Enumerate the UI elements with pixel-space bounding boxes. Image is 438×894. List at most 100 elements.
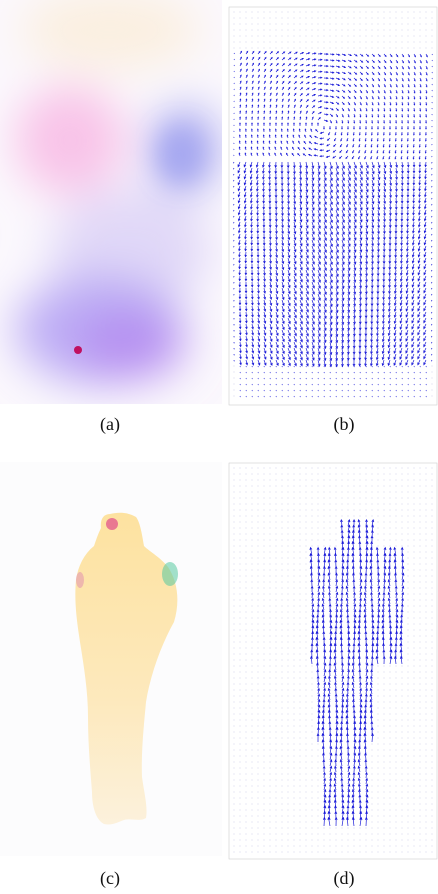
quiver-arrow <box>365 239 369 247</box>
quiver-dot <box>329 827 331 829</box>
quiver-dot <box>251 593 253 595</box>
quiver-arrow <box>371 227 375 235</box>
quiver-arrow <box>359 257 363 265</box>
quiver-arrow <box>281 257 285 265</box>
quiver-arrow <box>371 221 375 229</box>
quiver-arrow <box>287 305 291 313</box>
quiver-dot <box>311 761 313 763</box>
quiver-arrow <box>357 771 361 779</box>
quiver-dot <box>383 665 385 667</box>
quiver-arrow <box>316 619 319 629</box>
quiver-dot <box>287 791 289 793</box>
quiver-dot <box>293 851 295 853</box>
quiver-dot <box>413 725 415 727</box>
quiver-dot <box>251 821 253 823</box>
quiver-dot <box>389 485 391 487</box>
quiver-dot <box>383 749 385 751</box>
quiver-dot <box>311 725 313 727</box>
quiver-dot <box>281 479 283 481</box>
quiver-dot <box>305 701 307 703</box>
quiver-dot <box>299 545 301 547</box>
quiver-dot <box>281 743 283 745</box>
quiver-arrow <box>257 329 261 336</box>
quiver-dot <box>287 11 289 13</box>
quiver-arrow <box>335 113 339 118</box>
quiver-arrow <box>395 101 398 106</box>
quiver-dot <box>407 677 409 679</box>
quiver-arrow <box>377 608 381 617</box>
quiver-arrow <box>274 173 278 181</box>
quiver-arrow <box>417 353 421 360</box>
quiver-arrow <box>347 251 351 259</box>
quiver-arrow <box>238 245 241 252</box>
quiver-arrow <box>358 305 362 313</box>
quiver-dot <box>233 11 235 13</box>
quiver-dot <box>395 827 397 829</box>
quiver-dot <box>371 797 373 799</box>
quiver-arrow <box>269 110 272 115</box>
quiver-arrow <box>417 335 421 342</box>
quiver-arrow <box>245 359 249 366</box>
quiver-dot <box>287 677 289 679</box>
quiver-dot <box>431 821 433 823</box>
quiver-dot <box>395 719 397 721</box>
quiver-dot <box>233 545 235 547</box>
quiver-dot <box>407 779 409 781</box>
quiver-dot <box>371 803 373 805</box>
quiver-arrow <box>329 777 332 785</box>
quiver-arrow <box>341 215 345 224</box>
quiver-arrow <box>345 591 349 599</box>
quiver-arrow <box>423 359 427 366</box>
quiver-arrow <box>376 155 379 160</box>
quiver-dot <box>257 785 259 787</box>
quiver-arrow <box>268 197 272 205</box>
quiver-arrow <box>275 323 279 331</box>
quiver-dot <box>275 809 277 811</box>
quiver-dot <box>305 683 307 685</box>
quiver-dot <box>395 41 397 43</box>
quiver-arrow <box>329 293 333 302</box>
quiver-arrow <box>239 329 242 336</box>
quiver-arrow <box>400 209 404 216</box>
quiver-dot <box>305 851 307 853</box>
quiver-dot <box>311 503 313 505</box>
quiver-dot <box>419 701 421 703</box>
quiver-dot <box>413 479 415 481</box>
quiver-dot <box>395 761 397 763</box>
quiver-arrow <box>419 77 422 82</box>
quiver-arrow <box>287 263 291 271</box>
quiver-arrow <box>357 630 361 641</box>
quiver-dot <box>341 479 343 481</box>
quiver-dot <box>245 803 247 805</box>
quiver-arrow <box>292 140 295 145</box>
quiver-dot <box>377 767 379 769</box>
quiver-arrow <box>298 140 301 145</box>
quiver-arrow <box>275 329 279 337</box>
quiver-arrow <box>281 281 285 289</box>
quiver-dot <box>245 41 247 43</box>
quiver-arrow <box>346 359 350 367</box>
quiver-arrow <box>311 263 315 271</box>
quiver-arrow <box>335 251 339 260</box>
quiver-arrow <box>371 113 374 118</box>
quiver-arrow <box>411 341 415 348</box>
quiver-dot <box>233 743 235 745</box>
quiver-arrow <box>347 113 350 118</box>
quiver-arrow <box>329 77 335 80</box>
quiver-arrow <box>351 565 355 575</box>
quiver-arrow <box>323 681 327 689</box>
quiver-arrow <box>329 299 333 308</box>
quiver-dot <box>395 755 397 757</box>
quiver-dot <box>263 767 265 769</box>
quiver-dot <box>251 485 253 487</box>
quiver-arrow <box>323 239 327 248</box>
quiver-arrow <box>423 287 427 294</box>
quiver-dot <box>311 737 313 739</box>
quiver-dot <box>287 509 289 511</box>
quiver-arrow <box>280 191 284 199</box>
quiver-arrow <box>387 597 391 605</box>
quiver-dot <box>395 791 397 793</box>
quiver-dot <box>401 809 403 811</box>
quiver-arrow <box>251 50 255 55</box>
quiver-dot <box>257 755 259 757</box>
